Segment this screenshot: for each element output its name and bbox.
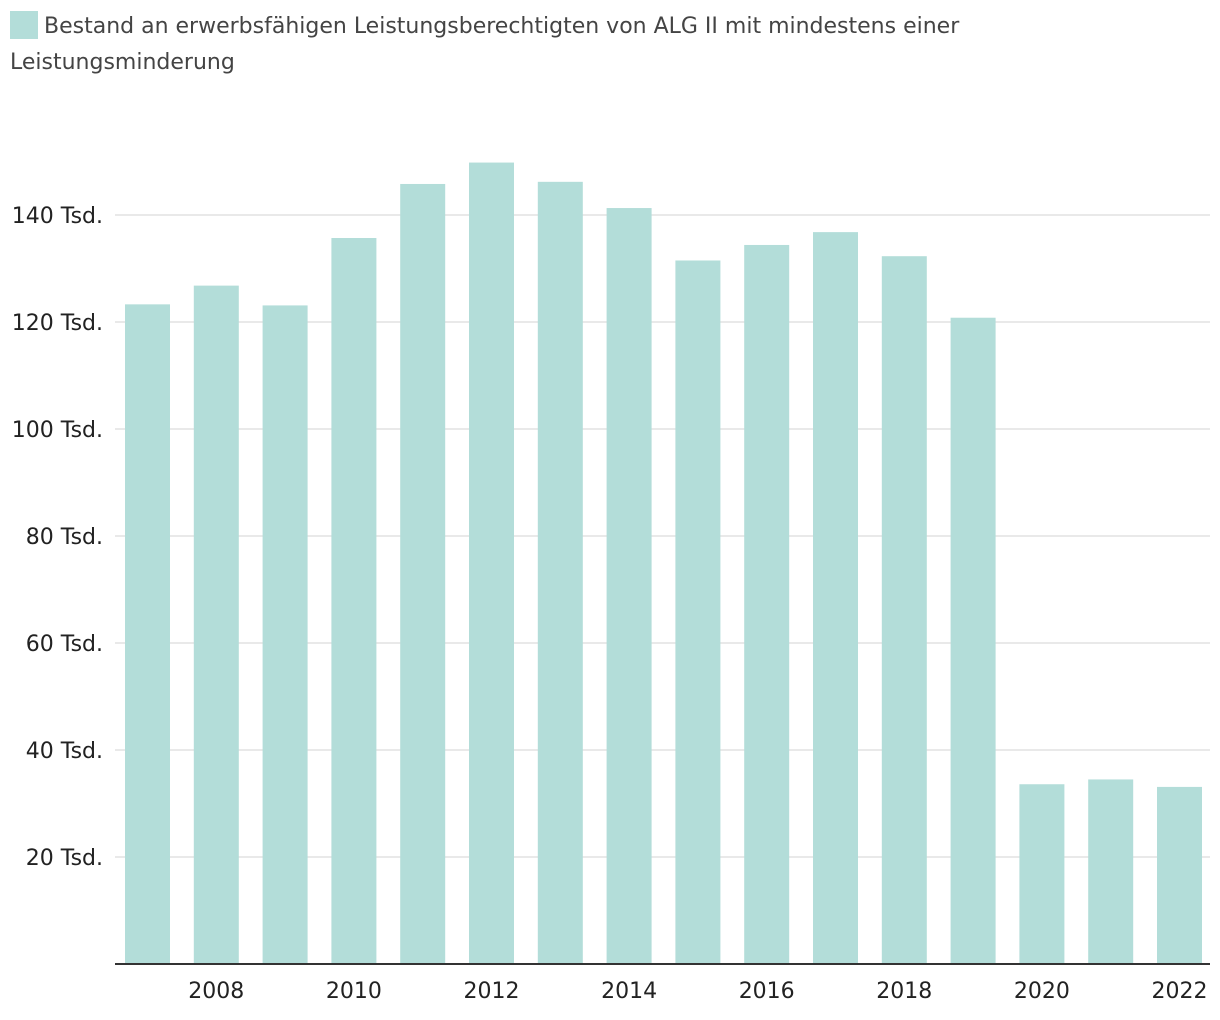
x-tick-label: 2018 [876,979,932,1004]
y-tick-label: 100 Tsd. [12,418,103,443]
bar-2013 [537,181,583,964]
bar-2012 [469,162,514,964]
bar-2018 [881,256,927,964]
bar-2014 [606,208,652,965]
bar-2022 [1157,786,1202,964]
bar-2007 [125,304,170,965]
bar-2017 [813,232,858,964]
legend-swatch [10,11,38,39]
chart-legend: Bestand an erwerbsfähigen Leistungsberec… [10,9,1010,81]
bar-2020 [1019,784,1065,964]
bar-2016 [744,244,790,964]
x-tick-label: 2014 [601,979,657,1004]
bar-2011 [400,183,446,965]
x-tick-label: 2016 [739,979,795,1004]
x-tick-label: 2022 [1152,979,1208,1004]
y-tick-label: 40 Tsd. [26,739,103,764]
y-tick-label: 140 Tsd. [12,204,103,229]
bar-2015 [675,260,721,965]
legend-label: Bestand an erwerbsfähigen Leistungsberec… [10,14,960,75]
bar-2019 [950,317,996,965]
y-tick-label: 80 Tsd. [26,525,103,550]
axes: 20 Tsd. 40 Tsd. 60 Tsd. 80 Tsd. 100 Tsd. 120 … [12,204,1210,1004]
x-tick-label: 2012 [464,979,520,1004]
x-tick-label: 2020 [1014,979,1070,1004]
bars [125,162,1202,965]
bar-2021 [1088,779,1134,964]
y-tick-label: 20 Tsd. [26,846,103,871]
y-tick-label: 60 Tsd. [26,632,103,657]
x-tick-label: 2008 [188,979,244,1004]
bar-2009 [262,305,308,964]
y-tick-label: 120 Tsd. [12,311,103,336]
bar-2010 [331,238,377,964]
x-tick-label: 2010 [326,979,382,1004]
bar-2008 [193,285,239,964]
